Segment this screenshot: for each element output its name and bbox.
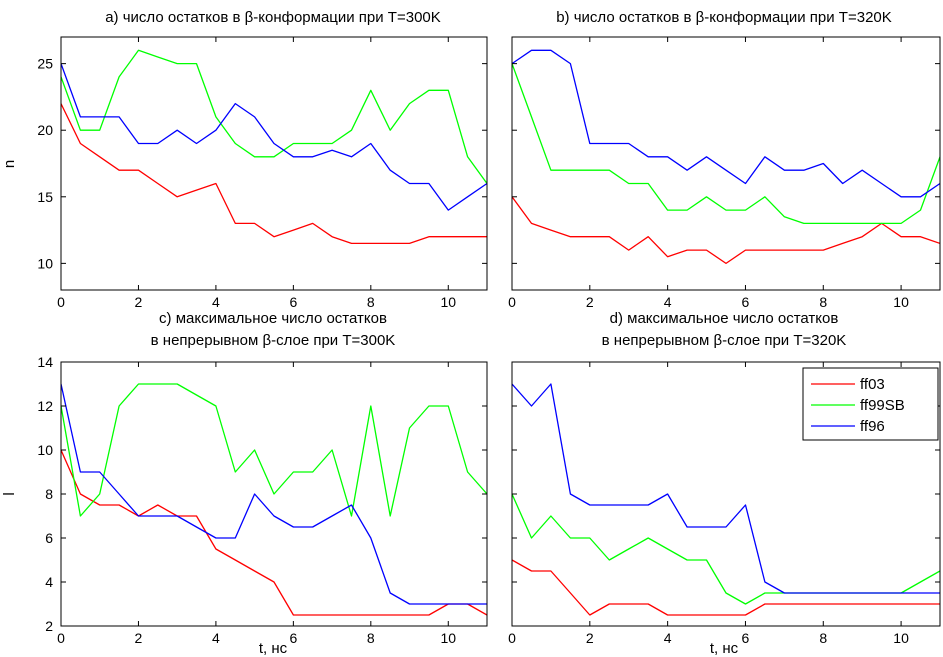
x-tick-label: 6: [742, 630, 750, 646]
y-tick-label: 25: [37, 56, 53, 72]
panel-b: b) число остатков в β-конформации при T=…: [508, 9, 941, 310]
series-line-ff03: [512, 196, 940, 265]
series-line-ff96: [61, 383, 487, 605]
series-line-ff99SB: [512, 493, 940, 605]
x-tick-label: 4: [664, 630, 672, 646]
series-line-ff99SB: [61, 49, 487, 184]
x-tick-label: 8: [819, 294, 827, 310]
legend: ff03 ff99SB ff96: [802, 367, 939, 441]
panel-c-title-line2: в непрерывном β-слое при T=300K: [151, 332, 396, 349]
legend-label-ff03: ff03: [860, 376, 885, 393]
x-tick-label: 8: [367, 630, 375, 646]
x-tick-label: 6: [289, 630, 297, 646]
panel-d-title-line1: d) максимальное число остатков: [610, 310, 839, 327]
legend-label-ff96: ff96: [860, 418, 885, 435]
panel-a-ylabel: n: [1, 160, 18, 168]
x-tick-label: 6: [742, 294, 750, 310]
x-tick-label: 10: [893, 630, 909, 646]
y-tick-label: 20: [37, 122, 53, 138]
x-tick-label: 10: [440, 294, 456, 310]
panel-d: d) максимальное число остатков в непреры…: [508, 310, 941, 657]
y-tick-label: 14: [37, 354, 53, 370]
x-tick-label: 2: [586, 294, 594, 310]
panel-c: c) максимальное число остатков в непреры…: [1, 310, 488, 657]
y-tick-label: 10: [37, 442, 53, 458]
series-line-ff96: [512, 49, 940, 198]
x-tick-label: 2: [135, 294, 143, 310]
x-tick-label: 10: [440, 630, 456, 646]
x-tick-label: 0: [57, 630, 65, 646]
x-tick-label: 0: [57, 294, 65, 310]
y-tick-label: 12: [37, 398, 53, 414]
panel-d-title-line2: в непрерывном β-слое при T=320K: [602, 332, 847, 349]
panel-b-title: b) число остатков в β-конформации при T=…: [556, 9, 892, 26]
panel-a-title: a) число остатков в β-конформации при T=…: [105, 9, 441, 26]
plot-frame: [60, 36, 488, 291]
x-tick-label: 4: [212, 294, 220, 310]
series-line-ff03: [61, 449, 487, 616]
x-tick-label: 4: [664, 294, 672, 310]
legend-box: [802, 367, 939, 441]
x-tick-label: 6: [289, 294, 297, 310]
series-line-ff96: [61, 63, 487, 211]
x-tick-label: 8: [367, 294, 375, 310]
series-line-ff03: [61, 103, 487, 245]
panel-d-xlabel: t, нс: [710, 640, 739, 657]
panel-a: a) число остатков в β-конформации при T=…: [1, 9, 488, 310]
x-tick-label: 10: [893, 294, 909, 310]
x-tick-label: 2: [586, 630, 594, 646]
series-line-ff03: [512, 559, 940, 616]
x-tick-label: 0: [508, 630, 516, 646]
series-line-ff99SB: [512, 63, 940, 225]
series-line-ff99SB: [61, 383, 487, 517]
plot-frame: [511, 36, 941, 291]
x-tick-label: 2: [135, 630, 143, 646]
y-tick-label: 6: [45, 530, 53, 546]
y-tick-label: 15: [37, 189, 53, 205]
panel-c-ylabel: l: [1, 492, 18, 495]
panel-c-title-line1: c) максимальное число остатков: [159, 310, 387, 327]
y-tick-label: 10: [37, 255, 53, 271]
x-tick-label: 4: [212, 630, 220, 646]
panel-c-xlabel: t, нс: [259, 640, 288, 657]
legend-label-ff99SB: ff99SB: [860, 397, 905, 414]
y-tick-label: 4: [45, 574, 53, 590]
y-tick-label: 8: [45, 486, 53, 502]
x-tick-label: 8: [819, 630, 827, 646]
x-tick-label: 0: [508, 294, 516, 310]
y-tick-label: 2: [45, 618, 53, 634]
series-line-ff96: [512, 383, 940, 594]
